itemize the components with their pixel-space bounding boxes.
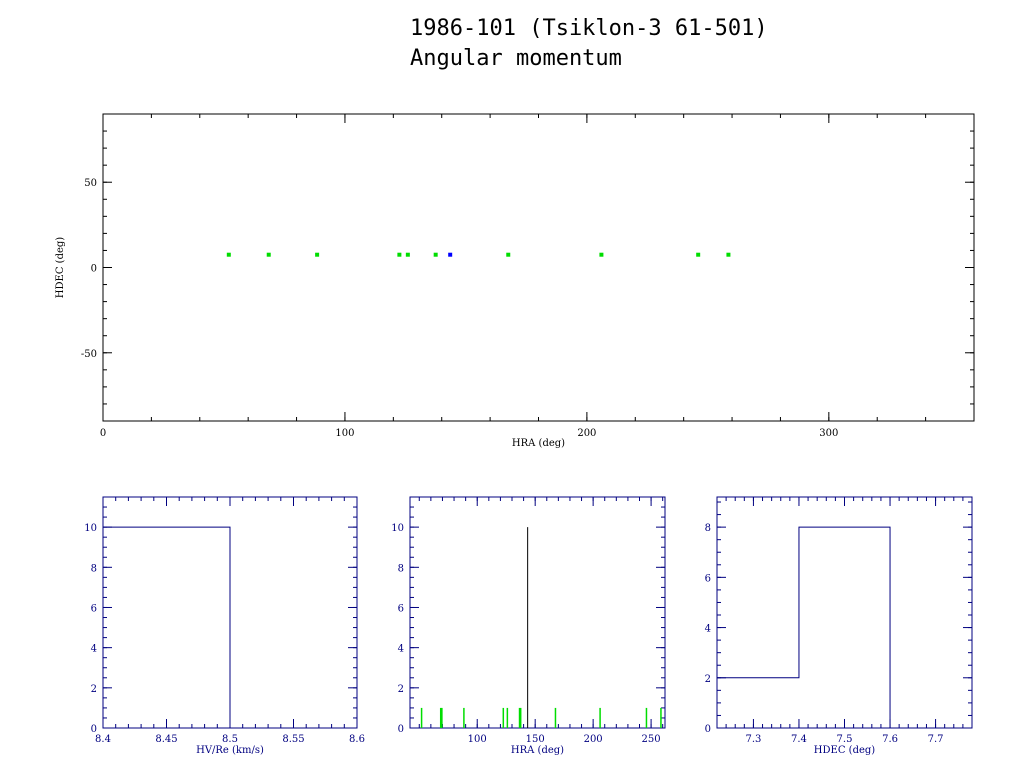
hist-hv-x-tick-label: 8.45 — [155, 734, 177, 745]
hist-hra-y-tick-label: 0 — [398, 724, 404, 735]
hist-hra-y-tick-label: 2 — [398, 684, 404, 695]
hist-hdec-frame — [716, 496, 973, 729]
hist-hv-x-tick-label: 8.55 — [282, 734, 304, 745]
hist-hv-y-tick-label: 4 — [91, 644, 97, 655]
chart-subtitle: Angular momentum — [410, 46, 622, 71]
hist-hv-y-tick-label: 10 — [84, 523, 97, 534]
hist-hra-x-axis-label: HRA (deg) — [511, 745, 564, 756]
hist-hra-frame — [409, 496, 666, 729]
hist-hv-y-tick-label: 2 — [91, 684, 97, 695]
hist-hdec-y-tick-label: 6 — [705, 573, 711, 584]
scatter-frame — [102, 113, 975, 422]
scatter-x-tick-label: 0 — [100, 428, 106, 439]
hist-hdec-x-tick-label: 7.5 — [837, 734, 853, 745]
scatter-y-axis-label: HDEC (deg) — [55, 237, 66, 298]
title-block: 1986-101 (Tsiklon-3 61-501) Angular mome… — [410, 14, 768, 74]
chart-title: 1986-101 (Tsiklon-3 61-501) — [410, 16, 768, 41]
scatter-point — [405, 252, 410, 257]
scatter-point — [448, 252, 453, 257]
hist-hdec-x-axis-label: HDEC (deg) — [814, 745, 875, 756]
hist-hv-x-tick-label: 8.4 — [95, 734, 111, 745]
hist-hdec-x-tick-label: 7.3 — [745, 734, 761, 745]
scatter-point — [599, 252, 604, 257]
hist-hdec-y-tick-label: 4 — [705, 624, 711, 635]
hist-hra-y-tick-label: 4 — [398, 644, 404, 655]
hist-hv-y-tick-label: 8 — [91, 563, 97, 574]
hist-hdec-x-tick-label: 7.7 — [928, 734, 944, 745]
hist-hdec-bar — [717, 526, 891, 728]
hist-hv-x-tick-label: 8.6 — [349, 734, 365, 745]
hist-hv-x-tick-label: 8.5 — [222, 734, 238, 745]
scatter-point — [433, 252, 438, 257]
scatter-x-tick-label: 100 — [335, 428, 354, 439]
hist-hra-y-tick-label: 6 — [398, 603, 404, 614]
hist-hv-x-axis-label: HV/Re (km/s) — [196, 745, 264, 756]
hist-hdec-y-tick-label: 8 — [705, 523, 711, 534]
scatter-point — [696, 252, 701, 257]
hist-hv-y-tick-label: 6 — [91, 603, 97, 614]
hist-hra-y-tick-label: 10 — [391, 523, 404, 534]
scatter-point — [397, 252, 402, 257]
scatter-point — [226, 252, 231, 257]
scatter-x-tick-label: 300 — [819, 428, 838, 439]
hist-hra-x-tick-label: 200 — [584, 734, 603, 745]
scatter-y-tick-label: 0 — [91, 264, 97, 275]
hist-hra-x-tick-label: 250 — [642, 734, 661, 745]
hist-hdec-x-tick-label: 7.4 — [791, 734, 807, 745]
hist-hdec-x-tick-label: 7.6 — [882, 734, 898, 745]
scatter-y-tick-label: 50 — [84, 178, 97, 189]
hist-hra-x-tick-label: 150 — [526, 734, 545, 745]
scatter-y-tick-label: -50 — [81, 349, 97, 360]
hist-hv-y-tick-label: 0 — [91, 724, 97, 735]
hist-hv-bar — [103, 526, 231, 728]
hist-hdec-y-tick-label: 0 — [705, 724, 711, 735]
hist-hra-x-tick-label: 100 — [468, 734, 487, 745]
scatter-point — [726, 252, 731, 257]
scatter-point — [506, 252, 511, 257]
scatter-point — [315, 252, 320, 257]
scatter-x-tick-label: 200 — [577, 428, 596, 439]
hist-hdec-y-tick-label: 2 — [705, 674, 711, 685]
scatter-point — [266, 252, 271, 257]
scatter-x-axis-label: HRA (deg) — [512, 438, 565, 449]
hist-hra-y-tick-label: 8 — [398, 563, 404, 574]
